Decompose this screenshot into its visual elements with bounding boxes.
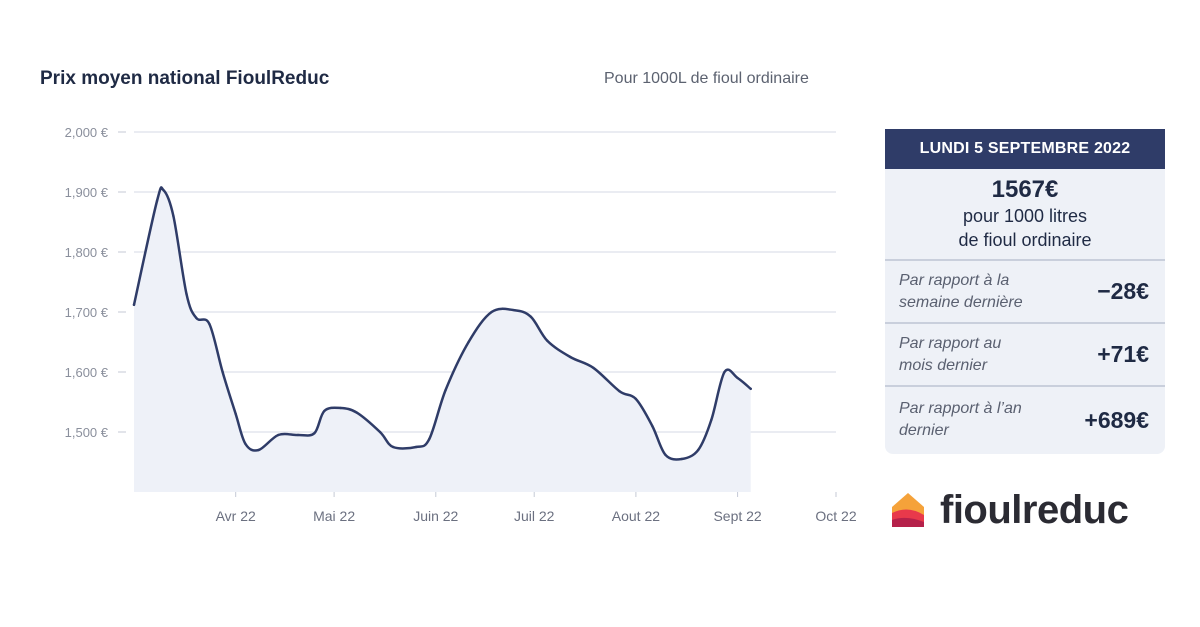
data-point <box>428 438 431 441</box>
data-point <box>277 433 280 437</box>
data-point <box>208 322 211 326</box>
price-chart: 1,500 € 1,600 € 1,700 € 1,800 € 1,900 € 2,000… <box>65 125 857 524</box>
data-point <box>244 442 247 446</box>
y-tick-label: 2,000 € <box>65 125 109 140</box>
data-point <box>185 292 188 296</box>
data-point <box>132 303 136 306</box>
data-point <box>546 339 549 342</box>
x-tick-label: Oct 22 <box>815 508 856 524</box>
card-price-value: 1567€ <box>991 176 1059 203</box>
data-point <box>313 432 316 435</box>
comparison-label-month: Par rapport au mois dernier <box>899 334 1002 374</box>
data-point <box>710 418 713 422</box>
data-point <box>736 376 739 380</box>
data-point <box>172 214 175 218</box>
house-flame-icon <box>892 492 924 527</box>
series-area <box>134 187 751 492</box>
x-tick-label: Juil 22 <box>514 508 555 524</box>
data-point <box>618 390 621 393</box>
data-point <box>664 453 667 456</box>
data-point <box>195 316 198 320</box>
data-point <box>634 397 638 401</box>
data-point <box>296 433 300 437</box>
data-point <box>513 309 516 312</box>
data-point <box>529 315 533 318</box>
data-point <box>723 370 726 374</box>
data-point <box>749 387 752 390</box>
comparison-row-year: Par rapport à l’an dernier +689€ <box>885 387 1165 453</box>
price-info-card: LUNDI 5 SEPTEMBRE 2022 1567€ pour 1000 l… <box>885 129 1165 454</box>
brand-name: fioulreduc <box>940 488 1129 532</box>
data-point <box>155 199 159 203</box>
data-point <box>444 388 447 392</box>
y-tick-label: 1,800 € <box>65 245 109 260</box>
data-point <box>414 445 418 449</box>
data-point <box>355 411 359 414</box>
y-tick-label: 1,600 € <box>65 365 109 380</box>
data-point <box>339 406 342 410</box>
data-point <box>651 424 654 428</box>
card-price-unit: pour 1000 litres de fioul ordinaire <box>958 206 1092 250</box>
data-point <box>490 310 493 314</box>
x-tick-label: Avr 22 <box>216 508 256 524</box>
x-tick-label: Aout 22 <box>612 508 660 524</box>
x-tick-label: Mai 22 <box>313 508 355 524</box>
data-point <box>162 189 165 192</box>
y-tick-label: 1,500 € <box>65 425 109 440</box>
y-tick-label: 1,900 € <box>65 185 109 200</box>
x-tick-label: Juin 22 <box>413 508 458 524</box>
data-point <box>592 366 595 369</box>
comparison-label-year: Par rapport à l’an dernier <box>899 400 1022 439</box>
data-point <box>680 457 683 461</box>
data-point <box>391 445 395 449</box>
x-tick-label: Sept 22 <box>713 508 761 524</box>
card-date: LUNDI 5 SEPTEMBRE 2022 <box>885 129 1165 169</box>
comparison-value-month: +71€ <box>1097 341 1149 367</box>
data-point <box>569 355 572 359</box>
data-point <box>323 409 326 413</box>
card-price-block: 1567€ pour 1000 litres de fioul ordinair… <box>885 169 1165 261</box>
chart-subtitle: Pour 1000L de fioul ordinaire <box>604 70 809 87</box>
data-point <box>378 430 382 434</box>
data-point <box>234 412 237 416</box>
data-point <box>697 448 700 452</box>
comparison-value-year: +689€ <box>1084 406 1149 433</box>
comparison-row-month: Par rapport au mois dernier +71€ <box>885 324 1165 387</box>
data-point <box>467 340 470 344</box>
comparison-label-week: Par rapport à la semaine dernière <box>899 271 1023 311</box>
y-tick-label: 1,700 € <box>65 305 109 320</box>
comparison-row-week: Par rapport à la semaine dernière −28€ <box>885 261 1165 324</box>
comparison-value-week: −28€ <box>1097 278 1149 304</box>
brand-logo: fioulreduc <box>890 488 1129 533</box>
data-point <box>257 448 260 452</box>
data-point <box>221 370 224 374</box>
chart-title: Prix moyen national FioulReduc <box>40 68 330 89</box>
